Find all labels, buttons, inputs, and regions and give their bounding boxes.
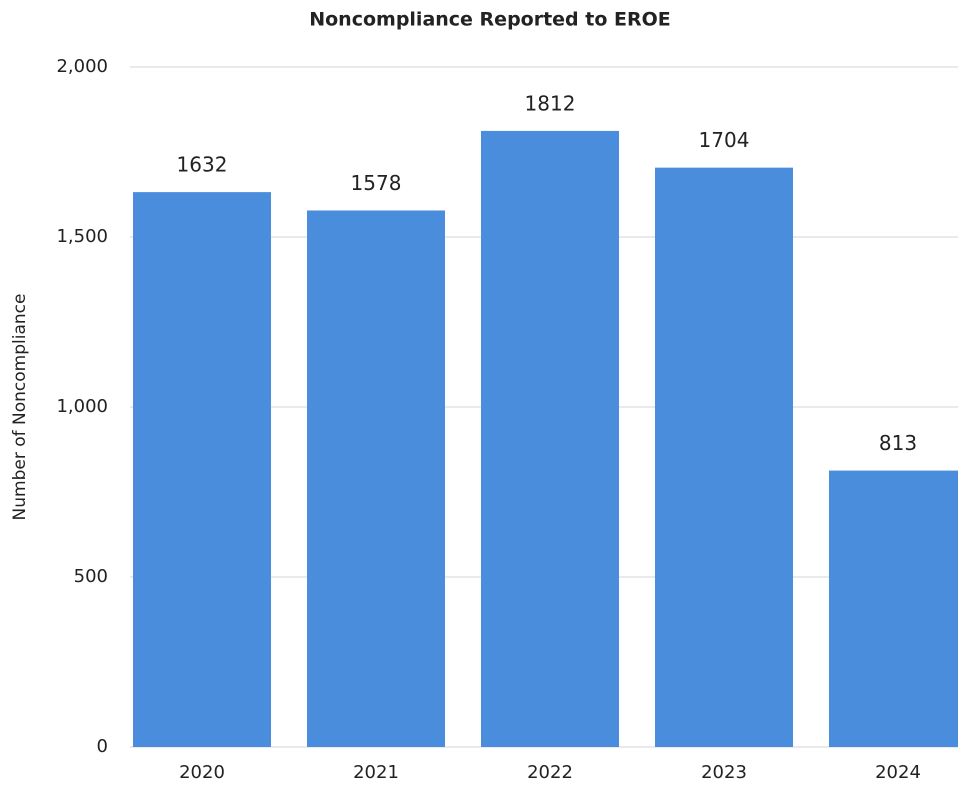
data-label: 1704 (699, 128, 750, 152)
bar (655, 167, 793, 747)
x-tick-label: 2024 (875, 762, 921, 783)
bar (307, 210, 445, 748)
bar (133, 192, 271, 747)
y-axis-label: Number of Noncompliance (10, 294, 30, 521)
data-label: 1812 (525, 91, 576, 115)
y-tick-label: 500 (74, 566, 108, 587)
x-tick-label: 2021 (353, 762, 399, 783)
data-label: 813 (879, 431, 917, 455)
y-tick-label: 1,500 (56, 226, 108, 247)
data-label: 1578 (351, 171, 402, 195)
chart-title: Noncompliance Reported to EROE (309, 9, 671, 31)
bar (829, 470, 958, 747)
x-tick-label: 2023 (701, 762, 747, 783)
y-tick-label: 2,000 (56, 56, 108, 77)
data-label: 1632 (177, 153, 228, 177)
bar (481, 130, 619, 748)
y-tick-label: 0 (97, 736, 108, 757)
x-tick-label: 2022 (527, 762, 573, 783)
y-tick-label: 1,000 (56, 396, 108, 417)
x-tick-label: 2020 (179, 762, 225, 783)
